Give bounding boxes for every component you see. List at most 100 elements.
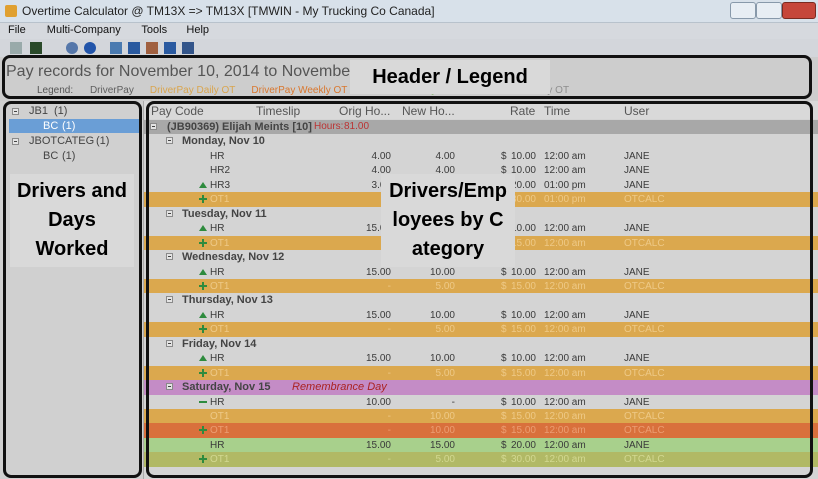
app-icon: [5, 5, 17, 17]
time: 12:00 am: [544, 396, 586, 408]
rate: 10.00: [510, 223, 536, 235]
rate: 10.00: [510, 353, 536, 365]
rate: 15.00: [510, 367, 536, 379]
legend-label: Legend:: [37, 85, 74, 96]
hours-label: Hours:: [314, 121, 344, 132]
tree-node-row[interactable]: BC (1): [9, 149, 139, 163]
pay-row[interactable]: OT1 - 10.00 $15.00 12:00 am OTCALC: [144, 423, 818, 438]
rate: 15.00: [510, 324, 536, 336]
currency: $: [501, 280, 507, 292]
user: OTCALC: [624, 280, 665, 292]
time: 12:00 am: [544, 223, 586, 235]
pay-code: OT1: [210, 454, 230, 466]
rate: 10.00: [510, 165, 536, 177]
new-hours: 5.00: [435, 324, 455, 336]
row-icon: [199, 268, 207, 275]
currency: $: [501, 309, 507, 321]
currency: $: [501, 367, 507, 379]
tool-refresh[interactable]: [110, 42, 122, 54]
pay-row[interactable]: HR 4.00 4.00 $10.00 12:00 am JANE: [144, 148, 818, 164]
user: JANE: [624, 439, 650, 451]
pay-code: OT1: [210, 411, 230, 422]
time: 12:00 am: [544, 425, 586, 437]
toolbar: [0, 39, 818, 57]
hours-value: 81.00: [344, 121, 370, 132]
pay-code: HR: [210, 396, 225, 408]
category-tree: JB1 (1) BC (1) JBOTCATEG (1) BC (1): [0, 101, 143, 479]
column-header[interactable]: User: [624, 104, 650, 118]
pay-row[interactable]: OT1 - 5.00 $15.00 12:00 am OTCALC: [144, 365, 818, 381]
legend-item: DriverPay: [89, 85, 134, 96]
pay-row[interactable]: OT1 - 5.00 $30.00 12:00 am OTCALC: [144, 452, 818, 467]
menu-item[interactable]: Multi-Company: [46, 24, 121, 36]
minimize-button[interactable]: [730, 2, 756, 19]
new-hours: 5.00: [435, 280, 455, 292]
rate: 15.00: [510, 280, 536, 292]
tool-back[interactable]: [128, 42, 140, 54]
user: OTCALC: [624, 237, 665, 249]
pay-code: HR: [210, 439, 225, 451]
menu-item[interactable]: Help: [186, 24, 210, 36]
new-hours: 10.00: [429, 309, 455, 321]
tool-save[interactable]: [182, 42, 194, 54]
tool-screen[interactable]: [30, 42, 42, 54]
day-label: Wednesday, Nov 12: [182, 251, 285, 264]
pay-code: OT1: [210, 324, 230, 336]
time: 12:00 am: [544, 411, 586, 422]
rate: 20.00: [510, 439, 536, 451]
day-note: Remembrance Day: [292, 381, 387, 394]
time: 01:00 pm: [544, 179, 586, 191]
pay-row[interactable]: OT1 - 5.00 $15.00 12:00 am OTCALC: [144, 322, 818, 337]
orig-hours: 15.00: [365, 353, 391, 365]
user: OTCALC: [624, 425, 665, 437]
column-header[interactable]: Orig Ho...: [339, 104, 391, 118]
currency: $: [501, 411, 507, 422]
close-button[interactable]: [782, 2, 816, 19]
pay-row[interactable]: OT1 - 5.00 $15.00 12:00 am OTCALC: [144, 278, 818, 294]
new-hours: 5.00: [435, 367, 455, 379]
tree-node-row[interactable]: BC (1): [9, 119, 139, 133]
menu-item[interactable]: File: [8, 24, 26, 36]
day-label: Saturday, Nov 15: [182, 381, 271, 394]
tree-node[interactable]: JBOTCATEG: [29, 135, 95, 147]
time: 01:00 pm: [544, 194, 586, 206]
rate: 15.00: [510, 237, 536, 249]
tool-forward[interactable]: [164, 42, 176, 54]
menu-item[interactable]: Tools: [141, 24, 168, 36]
orig-hours: -: [387, 367, 391, 379]
column-header[interactable]: Time: [544, 104, 571, 118]
column-header[interactable]: Rate: [510, 104, 536, 118]
tree-node[interactable]: JB1: [29, 105, 48, 117]
window-title: Overtime Calculator @ TM13X => TM13X [TM…: [22, 4, 435, 18]
maximize-button[interactable]: [756, 2, 782, 19]
day-row: Friday, Nov 14: [144, 336, 818, 352]
new-hours: 4.00: [435, 165, 455, 177]
tool-print[interactable]: [10, 42, 22, 54]
tool-calendar[interactable]: [146, 42, 158, 54]
annotation-frame: [2, 55, 812, 99]
tree-count: (1): [62, 150, 76, 162]
rate: 15.00: [510, 425, 536, 437]
column-header[interactable]: New Ho...: [402, 104, 455, 118]
tool-info[interactable]: [84, 42, 96, 54]
annotation-frame: [146, 101, 813, 478]
pay-row[interactable]: HR2 4.00 4.00 $10.00 12:00 am JANE: [144, 163, 818, 178]
rate: 10.00: [510, 150, 536, 162]
user: JANE: [624, 179, 650, 191]
column-header[interactable]: Timeslip: [256, 104, 301, 118]
pay-row[interactable]: HR 15.00 15.00 $20.00 12:00 am JANE: [144, 437, 818, 453]
time: 12:00 am: [544, 454, 586, 466]
new-hours: 10.00: [429, 411, 455, 422]
currency: $: [501, 454, 507, 466]
pay-row[interactable]: OT1 - 10.00 $15.00 12:00 am OTCALC: [144, 409, 818, 424]
tool-help[interactable]: [66, 42, 78, 54]
pay-row[interactable]: HR 10.00 - $10.00 12:00 am JANE: [144, 394, 818, 409]
pay-code: OT1: [210, 194, 230, 206]
column-header[interactable]: Pay Code: [151, 104, 204, 118]
title-bar: Overtime Calculator @ TM13X => TM13X [TM…: [0, 0, 818, 23]
tree-count: (1): [62, 120, 76, 132]
